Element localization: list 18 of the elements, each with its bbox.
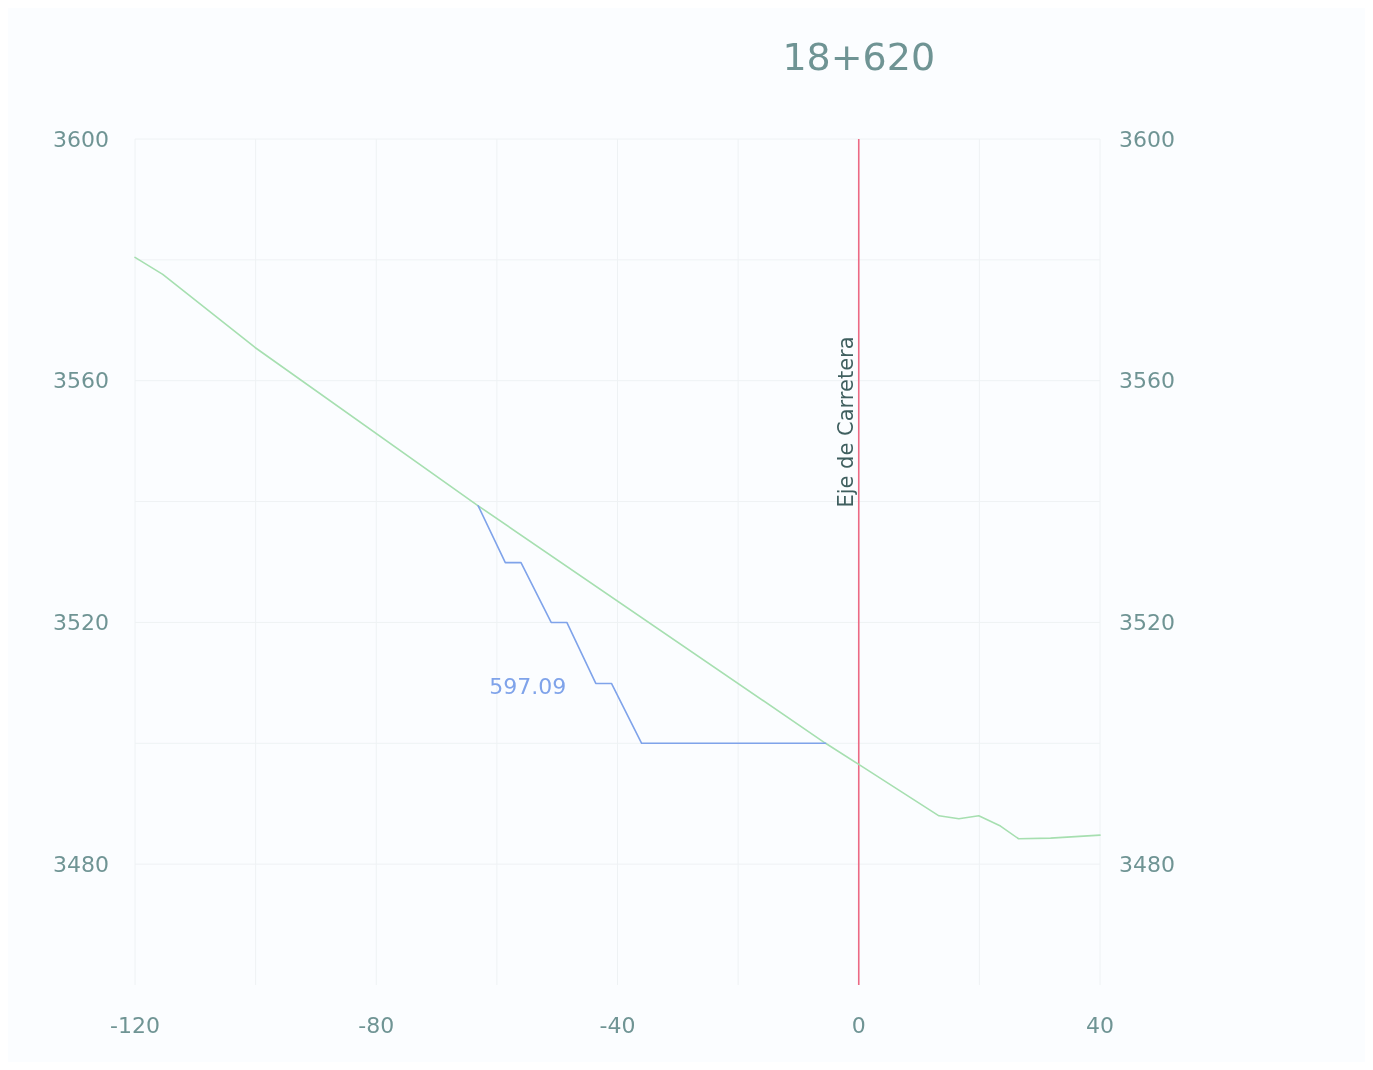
y2-tick-label: 3480 [1119,851,1175,877]
x-tick-label: -120 [110,1013,160,1038]
y-tick-label: 3600 [53,126,109,152]
ref-line-label: Eje de Carretera [833,336,858,508]
y2-tick-label: 3600 [1119,126,1175,152]
annotation: 597.09 [489,674,567,700]
x-tick-label: -40 [599,1013,636,1038]
y-tick-label: 3520 [53,610,109,636]
line-series [477,505,827,745]
chart-title: 18+620 [782,35,936,79]
x-tick-label: -80 [358,1013,395,1038]
y-tick-label: 3480 [53,851,109,877]
line-series [134,256,1101,840]
y2-tick-label: 3560 [1119,368,1175,394]
x-tick-label: 0 [851,1013,866,1038]
x-tick-label: 40 [1086,1013,1114,1038]
y2-tick-label: 3520 [1119,610,1175,636]
y-tick-label: 3560 [53,368,109,394]
